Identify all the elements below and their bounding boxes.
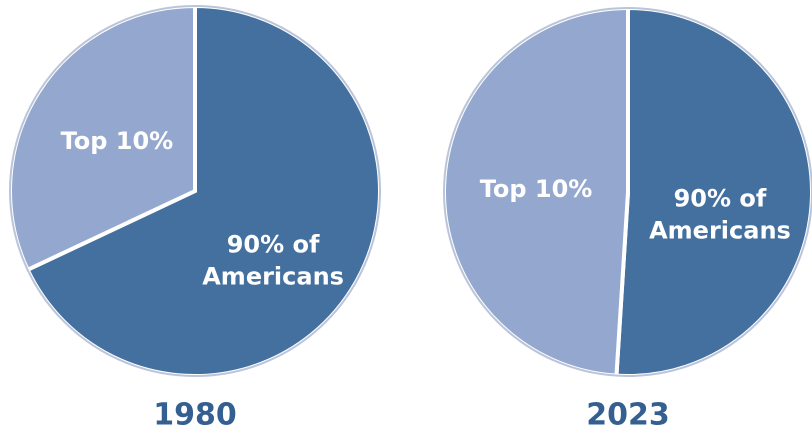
chart-title: 2023	[586, 397, 670, 433]
slice-label: Top 10%	[60, 127, 174, 156]
slice-label: Top 10%	[479, 174, 593, 203]
chart-title: 1980	[153, 397, 237, 433]
pie-outline	[443, 7, 812, 377]
pie-outline	[9, 5, 381, 377]
slice-label: 90% of Americans	[649, 184, 791, 245]
slice-label: 90% of Americans	[202, 230, 344, 291]
